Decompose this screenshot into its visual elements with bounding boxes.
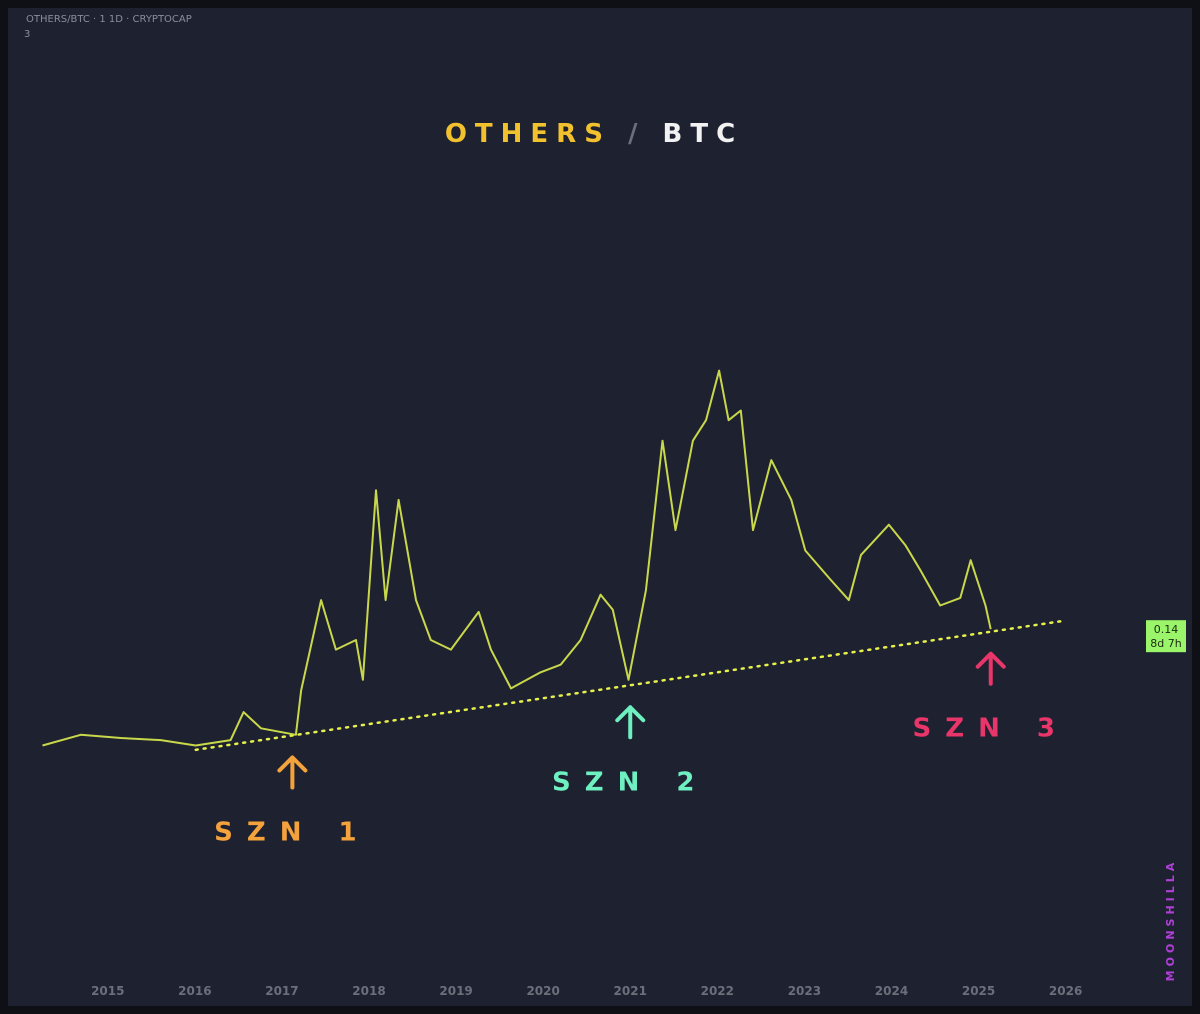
x-tick-label: 2022 <box>701 984 734 998</box>
x-tick-label: 2018 <box>352 984 385 998</box>
annotation-arrow <box>975 651 1006 686</box>
title-part: / <box>628 119 646 149</box>
last-price-box <box>1146 620 1186 653</box>
trendline <box>194 619 1067 752</box>
x-tick-label: 2019 <box>439 984 472 998</box>
x-tick-label: 2023 <box>788 984 821 998</box>
x-tick-label: 2024 <box>875 984 908 998</box>
x-tick-label: 2017 <box>265 984 298 998</box>
x-tick-label: 2015 <box>91 984 124 998</box>
annotation-arrow <box>615 705 646 740</box>
annotation-arrow <box>277 755 308 790</box>
x-tick-label: 2025 <box>962 984 995 998</box>
x-tick-label: 2016 <box>178 984 211 998</box>
symbol-header: OTHERS/BTC · 1 1D · CRYPTOCAP <box>26 14 192 25</box>
annotation-label: SZN 2 <box>552 767 708 797</box>
title-part: BTC <box>663 119 744 149</box>
title-part: OTHERS <box>445 119 611 149</box>
x-tick-label: 2026 <box>1049 984 1082 998</box>
annotation-label: SZN 1 <box>214 817 370 847</box>
watermark: MOONSHILLA <box>1164 859 1177 982</box>
countdown: 8d 7h <box>1150 637 1181 650</box>
x-tick-label: 2020 <box>526 984 559 998</box>
last-price: 0.14 <box>1154 623 1179 636</box>
price-line <box>42 369 992 747</box>
header-count: 3 <box>24 29 30 40</box>
chart-title: OTHERS / BTC <box>445 119 743 149</box>
x-tick-label: 2021 <box>614 984 647 998</box>
annotation-label: SZN 3 <box>913 714 1069 744</box>
chart-background <box>8 8 1192 1006</box>
